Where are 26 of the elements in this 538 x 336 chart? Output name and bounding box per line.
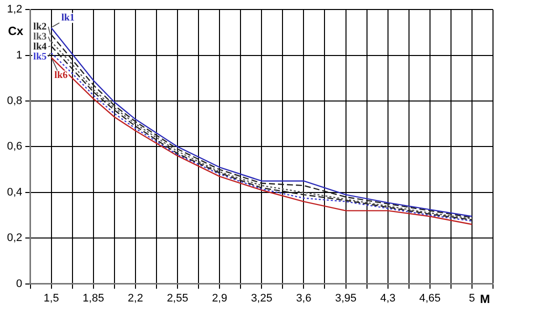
y-tick-label: 0,4: [6, 186, 22, 198]
series-label: lk3: [33, 31, 47, 42]
x-tick-label: 5: [468, 292, 476, 304]
y-tick-label: 0,6: [6, 140, 22, 153]
x-tick-label: 2,9: [212, 292, 228, 304]
y-tick-label: 0: [16, 278, 22, 290]
series-label: lk2: [33, 21, 47, 32]
x-tick-label: 3,95: [335, 292, 356, 304]
y-tick-label: 1: [16, 49, 22, 62]
y-tick-label: 1,2: [6, 4, 22, 16]
y-tick-label: 0,2: [6, 232, 22, 244]
y-axis-title: Cx: [8, 24, 24, 38]
x-tick-label: 4,3: [380, 292, 396, 304]
x-tick-label: 3,25: [250, 292, 272, 304]
series-label: lk5: [33, 51, 47, 62]
x-axis-title: M: [480, 292, 490, 306]
x-tick-label: 1,5: [44, 292, 59, 304]
x-tick-label: 3,6: [296, 292, 312, 304]
x-tick-label: 2,2: [128, 292, 144, 304]
x-tick-label: 1,85: [82, 292, 104, 304]
series-label: lk1: [61, 12, 75, 24]
series-label: lk6: [54, 70, 68, 82]
x-tick-label: 4,65: [419, 292, 441, 304]
series-label: lk4: [33, 41, 47, 52]
y-tick-label: 0,8: [6, 95, 22, 108]
x-tick-label: 2,55: [166, 292, 188, 304]
